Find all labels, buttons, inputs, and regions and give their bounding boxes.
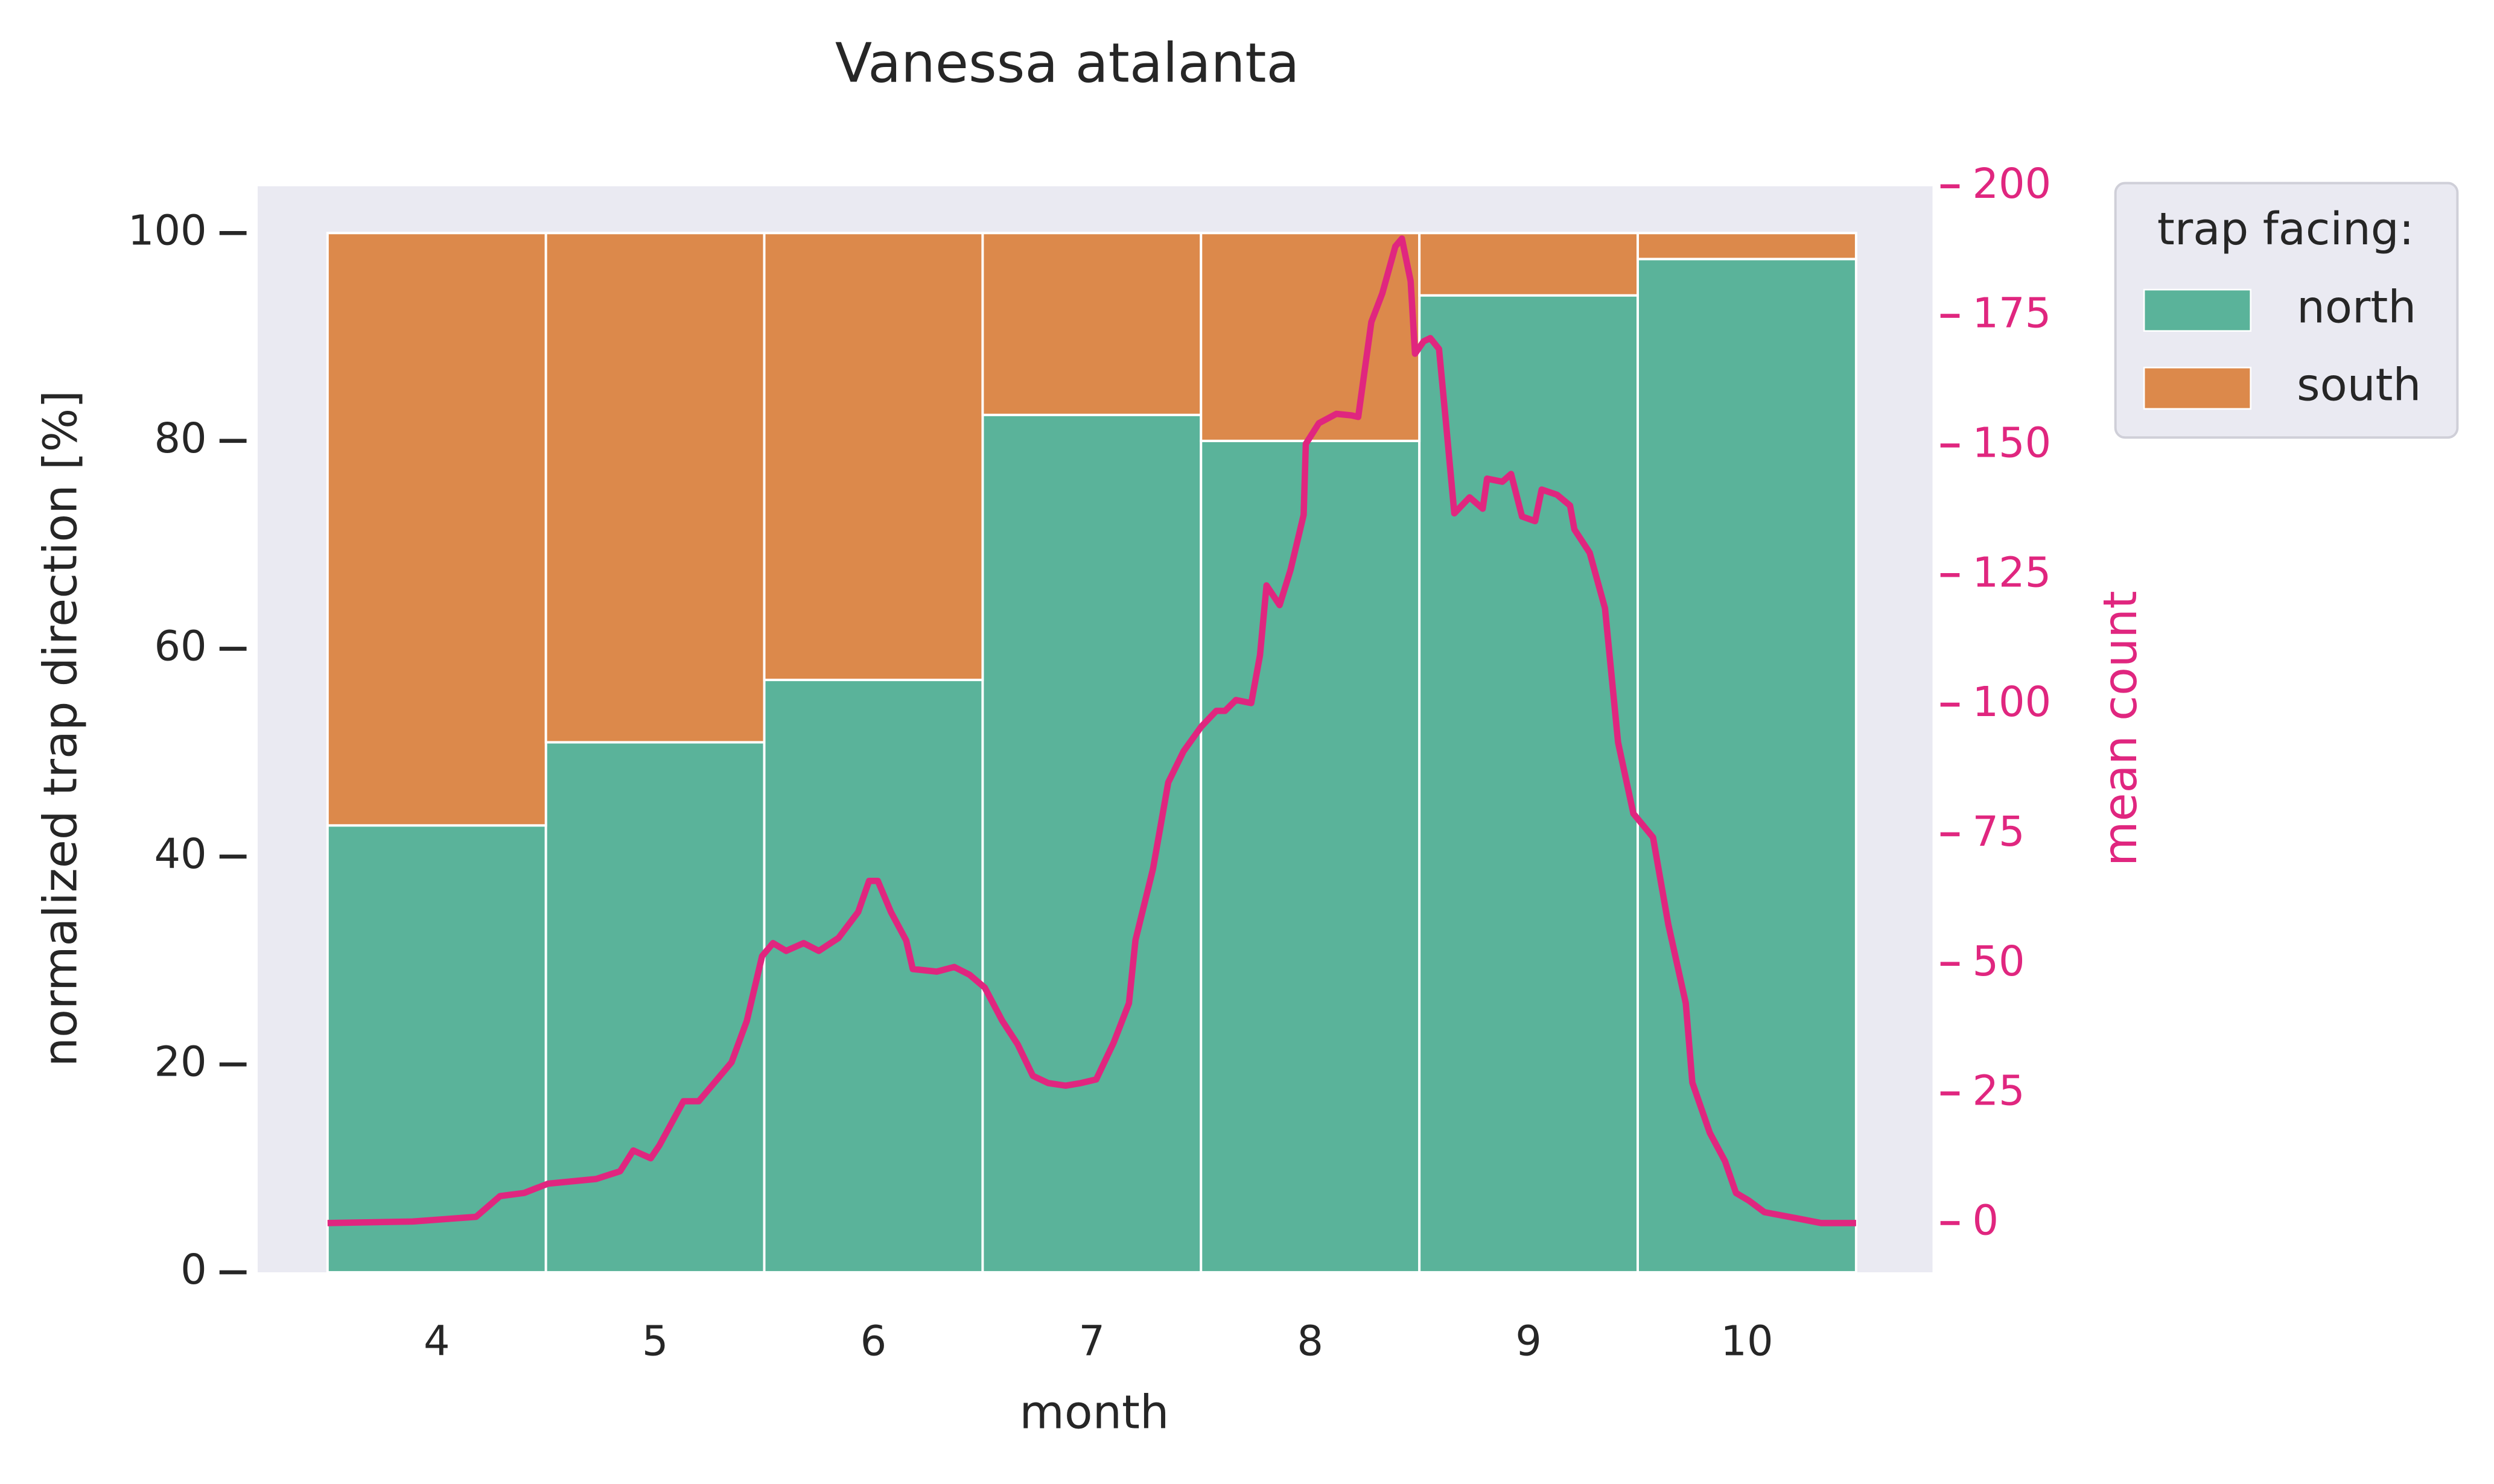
y2-tick-label: 75 — [1972, 808, 2025, 856]
x-tick-label: 4 — [424, 1318, 450, 1366]
y-tick-label: 0 — [180, 1246, 207, 1294]
bar — [1200, 232, 1421, 442]
bar — [326, 824, 547, 1274]
bar — [981, 413, 1203, 1274]
y2-tick-label: 0 — [1972, 1196, 1999, 1245]
y2-tick-label: 50 — [1972, 937, 2025, 986]
legend-swatch — [2143, 288, 2252, 332]
x-tick-label: 8 — [1297, 1318, 1323, 1366]
x-tick-label: 5 — [642, 1318, 669, 1366]
y2-tick-label: 200 — [1972, 160, 2051, 208]
x-tick-label: 6 — [860, 1318, 887, 1366]
bar — [326, 232, 547, 827]
y-tick-label: 20 — [154, 1038, 206, 1086]
x-tick-label: 7 — [1079, 1318, 1105, 1366]
x-tick-label: 10 — [1720, 1318, 1773, 1366]
y2-tick-label: 150 — [1972, 419, 2051, 467]
x-axis-label: month — [1019, 1386, 1169, 1439]
y2-tick-label: 25 — [1972, 1067, 2025, 1115]
x-tick-label: 9 — [1515, 1318, 1542, 1366]
bar — [544, 741, 766, 1274]
y-tick-label: 100 — [128, 206, 207, 255]
y2-tick-label: 175 — [1972, 290, 2051, 338]
bar — [981, 232, 1203, 416]
y-tick-label: 80 — [154, 414, 206, 463]
bar — [544, 232, 766, 744]
bar — [763, 232, 984, 682]
bar — [1418, 232, 1640, 297]
bar — [1418, 294, 1640, 1274]
bar — [1637, 258, 1857, 1274]
chart-title: Vanessa atalanta — [835, 32, 1300, 95]
y2-tick-label: 100 — [1972, 678, 2051, 726]
legend-swatch — [2143, 366, 2252, 410]
bar — [763, 679, 984, 1274]
legend-label: north — [2297, 281, 2416, 333]
y-axis-label: normalized trap direction [%] — [34, 390, 87, 1067]
y2-tick-label: 125 — [1972, 548, 2051, 597]
legend-label: south — [2297, 360, 2421, 411]
y2-axis-label: mean count — [2094, 591, 2148, 866]
y-tick-label: 60 — [154, 622, 206, 670]
y-tick-label: 40 — [154, 830, 206, 878]
bar — [1637, 232, 1857, 261]
line-series — [327, 235, 1856, 1226]
legend-title: trap facing: — [2157, 203, 2414, 255]
bar — [1200, 439, 1421, 1274]
